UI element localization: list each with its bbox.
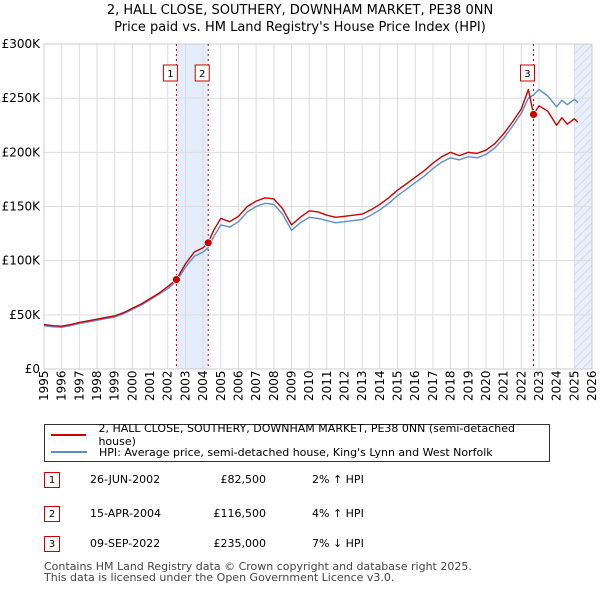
y-tick-label: £200K xyxy=(2,145,42,159)
x-tick-label: 2019 xyxy=(461,370,475,401)
x-tick-label: 2003 xyxy=(178,370,192,401)
x-tick-label: 2000 xyxy=(125,370,139,401)
chart-legend: 2, HALL CLOSE, SOUTHERY, DOWNHAM MARKET,… xyxy=(44,422,550,462)
plot-border xyxy=(43,43,593,370)
x-tick-label: 2015 xyxy=(391,370,405,401)
x-tick-label: 2008 xyxy=(267,370,281,401)
sale-point xyxy=(529,110,538,119)
legend-swatch-property xyxy=(51,434,87,436)
x-tick-label: 2006 xyxy=(231,370,245,401)
transaction-price: £82,500 xyxy=(220,473,267,486)
transaction-row: 1 26-JUN-2002 £82,500 2% ↑ HPI xyxy=(44,472,564,490)
transaction-hpi: 7% ↓ HPI xyxy=(312,537,364,550)
x-tick-label: 2026 xyxy=(585,370,599,401)
x-tick-label: 2014 xyxy=(373,370,387,401)
x-tick-label: 2016 xyxy=(408,370,422,401)
sale-badge-label: 2 xyxy=(199,69,205,80)
footer-copyright: Contains HM Land Registry data © Crown c… xyxy=(44,560,472,573)
x-tick-label: 1998 xyxy=(90,370,104,401)
x-tick-label: 2022 xyxy=(514,370,528,401)
x-tick-label: 2009 xyxy=(284,370,298,401)
y-tick-label: £50K xyxy=(9,308,41,322)
transaction-date: 15-APR-2004 xyxy=(90,507,162,520)
x-tick-label: 1999 xyxy=(108,370,122,401)
sale-markers xyxy=(175,44,534,369)
x-tick-label: 2005 xyxy=(214,370,228,401)
x-tick-label: 2004 xyxy=(196,370,210,401)
footer-licence: This data is licensed under the Open Gov… xyxy=(44,571,395,584)
x-tick-label: 2017 xyxy=(426,370,440,401)
property-price-line xyxy=(43,88,579,327)
gridlines xyxy=(43,43,593,370)
legend-swatch-hpi xyxy=(51,451,87,453)
x-tick-label: 2007 xyxy=(249,370,263,401)
transaction-date: 09-SEP-2022 xyxy=(90,537,161,550)
sale-point xyxy=(172,275,181,285)
x-tick-label: 2020 xyxy=(479,370,493,401)
transaction-price: £235,000 xyxy=(213,537,267,550)
x-tick-label: 2001 xyxy=(143,370,157,401)
y-tick-label: £0 xyxy=(25,362,40,376)
legend-item-hpi: HPI: Average price, semi-detached house,… xyxy=(51,443,493,461)
x-tick-label: 1996 xyxy=(55,370,69,401)
sale-badge-label: 1 xyxy=(167,69,173,80)
sale-badge-box xyxy=(194,64,210,82)
y-tick-label: £300K xyxy=(2,37,42,51)
transaction-number-badge: 3 xyxy=(44,536,60,552)
x-tick-label: 1995 xyxy=(37,370,51,401)
sale-badge-label: 3 xyxy=(524,69,530,80)
transaction-date: 26-JUN-2002 xyxy=(90,473,161,486)
chart-subtitle: Price paid vs. HM Land Registry's House … xyxy=(114,20,486,35)
x-tick-label: 2025 xyxy=(567,370,581,401)
sale-badges: 1 2 3 xyxy=(162,64,535,82)
x-tick-label: 2024 xyxy=(550,370,564,401)
x-tick-label: 1997 xyxy=(72,370,86,401)
x-tick-label: 2021 xyxy=(497,370,511,401)
price-chart: 1 2 3 £0 £50K £100K £150K £200K £250K £300K 1995 1… xyxy=(2,37,599,401)
legend-item-property: 2, HALL CLOSE, SOUTHERY, DOWNHAM MARKET,… xyxy=(51,422,549,448)
sale-badge-box xyxy=(162,64,178,82)
transaction-hpi: 2% ↑ HPI xyxy=(312,473,364,486)
legend-label-property: 2, HALL CLOSE, SOUTHERY, DOWNHAM MARKET,… xyxy=(98,422,515,448)
sale-point xyxy=(203,238,213,248)
series-lines xyxy=(43,88,579,328)
transaction-hpi: 4% ↑ HPI xyxy=(312,507,364,520)
x-tick-label: 2012 xyxy=(338,370,352,401)
sale-badge-box xyxy=(519,64,535,82)
legend-label-hpi: HPI: Average price, semi-detached house,… xyxy=(99,445,493,459)
hpi-line xyxy=(43,88,579,328)
transaction-row: 2 15-APR-2004 £116,500 4% ↑ HPI xyxy=(44,506,564,524)
x-tick-label: 2002 xyxy=(161,370,175,401)
x-tick-label: 2018 xyxy=(444,370,458,401)
transaction-number-badge: 1 xyxy=(44,472,60,488)
footer: Contains HM Land Registry data © Crown c… xyxy=(44,561,472,583)
transaction-price: £116,500 xyxy=(213,507,267,520)
chart-title: 2, HALL CLOSE, SOUTHERY, DOWNHAM MARKET,… xyxy=(106,3,494,18)
x-tick-label: 2013 xyxy=(355,370,369,401)
x-tick-label: 2023 xyxy=(532,370,546,401)
x-tick-label: 2010 xyxy=(302,370,316,401)
y-tick-label: £250K xyxy=(2,91,42,105)
x-tick-label: 2011 xyxy=(320,370,334,401)
sale-points xyxy=(172,110,538,285)
y-tick-label: £150K xyxy=(2,200,42,214)
transaction-number-badge: 2 xyxy=(44,506,60,522)
transaction-row: 3 09-SEP-2022 £235,000 7% ↓ HPI xyxy=(44,536,564,554)
y-tick-label: £100K xyxy=(2,254,42,268)
